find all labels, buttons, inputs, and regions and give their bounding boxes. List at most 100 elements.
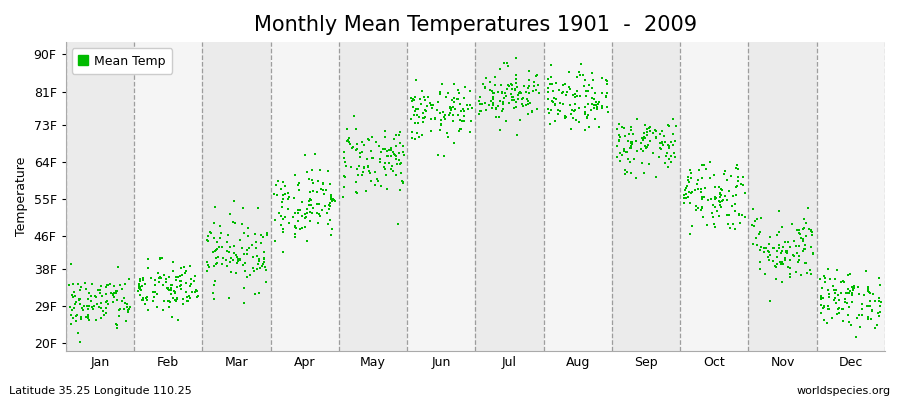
- Point: [556, 82, 571, 88]
- Point: [310, 210, 324, 216]
- Point: [554, 90, 569, 97]
- Point: [814, 294, 828, 300]
- Point: [667, 138, 681, 144]
- Point: [500, 93, 514, 100]
- Point: [860, 303, 875, 309]
- Point: [159, 285, 174, 291]
- Point: [340, 138, 355, 144]
- Point: [224, 255, 238, 261]
- Point: [305, 210, 320, 216]
- Point: [510, 96, 525, 102]
- Point: [636, 148, 651, 154]
- Point: [368, 139, 382, 145]
- Point: [99, 305, 113, 312]
- Point: [152, 279, 166, 285]
- Point: [305, 204, 320, 211]
- Point: [489, 106, 503, 112]
- Point: [698, 193, 712, 200]
- Point: [454, 108, 468, 114]
- Point: [251, 205, 266, 212]
- Point: [845, 291, 859, 298]
- Point: [237, 230, 251, 236]
- Point: [189, 294, 203, 300]
- Point: [544, 97, 559, 104]
- Point: [828, 295, 842, 301]
- Point: [203, 228, 218, 235]
- Point: [814, 310, 828, 317]
- Point: [720, 196, 734, 203]
- Point: [587, 102, 601, 108]
- Point: [804, 243, 818, 250]
- Point: [521, 100, 535, 107]
- Point: [589, 102, 603, 108]
- Point: [375, 146, 390, 152]
- Point: [339, 138, 354, 144]
- Point: [339, 126, 354, 133]
- Point: [89, 317, 104, 324]
- Point: [208, 277, 222, 284]
- Point: [613, 134, 627, 140]
- Point: [224, 269, 238, 275]
- Point: [78, 313, 93, 320]
- Point: [239, 251, 254, 258]
- Point: [337, 184, 351, 190]
- Point: [791, 227, 806, 234]
- Point: [326, 196, 340, 202]
- Point: [136, 295, 150, 302]
- Point: [868, 325, 883, 331]
- Point: [783, 244, 797, 250]
- Point: [463, 129, 477, 135]
- Point: [70, 281, 85, 287]
- Point: [229, 270, 243, 276]
- Point: [656, 132, 670, 139]
- Point: [138, 280, 152, 287]
- Point: [793, 230, 807, 237]
- Point: [122, 309, 136, 315]
- Point: [238, 260, 252, 267]
- Point: [553, 100, 567, 106]
- Point: [753, 259, 768, 266]
- Point: [204, 230, 219, 236]
- Point: [520, 111, 535, 118]
- Point: [491, 114, 506, 120]
- Point: [636, 130, 651, 136]
- Point: [861, 314, 876, 320]
- Point: [461, 106, 475, 112]
- Point: [84, 298, 98, 304]
- Point: [149, 304, 164, 310]
- Point: [155, 255, 169, 262]
- Point: [356, 168, 370, 175]
- Point: [730, 183, 744, 190]
- Point: [694, 189, 708, 195]
- Point: [579, 88, 593, 95]
- Point: [715, 198, 729, 204]
- Point: [338, 174, 352, 180]
- Point: [625, 139, 639, 146]
- Point: [320, 220, 335, 227]
- Title: Monthly Mean Temperatures 1901  -  2009: Monthly Mean Temperatures 1901 - 2009: [254, 15, 697, 35]
- Point: [567, 108, 581, 114]
- Point: [247, 268, 261, 274]
- Point: [404, 94, 419, 101]
- Point: [281, 206, 295, 213]
- Point: [338, 149, 352, 155]
- Point: [643, 128, 657, 134]
- Point: [251, 258, 266, 264]
- Point: [68, 299, 83, 306]
- Point: [873, 303, 887, 309]
- Point: [640, 126, 654, 132]
- Point: [831, 306, 845, 312]
- Point: [770, 248, 784, 254]
- Point: [548, 102, 562, 108]
- Point: [183, 295, 197, 301]
- Point: [271, 178, 285, 185]
- Point: [436, 153, 451, 159]
- Point: [752, 266, 767, 272]
- Point: [766, 245, 780, 251]
- Point: [282, 220, 296, 226]
- Point: [797, 246, 812, 252]
- Point: [760, 254, 775, 260]
- Point: [295, 213, 310, 219]
- Point: [116, 294, 130, 301]
- Point: [526, 79, 541, 86]
